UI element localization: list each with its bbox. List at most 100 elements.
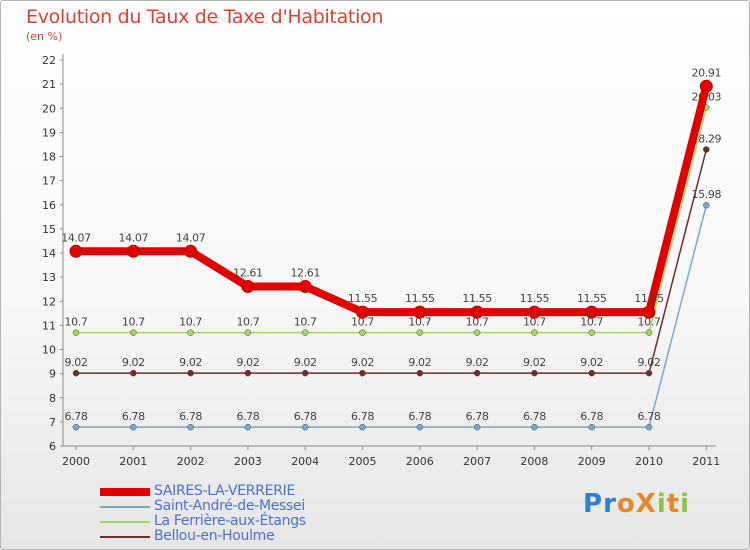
series-0-point	[359, 369, 366, 377]
y-tick-label: 18	[42, 151, 56, 164]
series-2-data-label: 15.98	[692, 188, 722, 201]
series-0-data-label: 9.02	[638, 356, 661, 369]
series-3-point	[126, 244, 140, 258]
series-3-data-label: 12.61	[233, 267, 263, 280]
series-3-point	[527, 305, 541, 319]
series-1-point	[130, 329, 137, 336]
series-3-data-label: 11.55	[634, 292, 664, 305]
series-3-data-label: 14.07	[61, 231, 91, 244]
x-tick-label: 2009	[578, 455, 606, 468]
series-1-point	[473, 329, 481, 336]
x-tick-label: 2003	[234, 455, 262, 468]
y-tick-label: 12	[42, 295, 56, 308]
series-3-data-label: 11.55	[348, 292, 378, 305]
series-2-point	[645, 423, 653, 431]
series-3-point	[184, 244, 198, 258]
legend-label-la-ferriere: La Ferrière-aux-Étangs	[154, 513, 306, 529]
series-1-point	[359, 329, 366, 336]
y-tick-label: 8	[49, 392, 56, 405]
series-0-data-label: 9.02	[179, 356, 202, 369]
series-2-line	[75, 204, 708, 428]
series-1-data-label: 10.7	[294, 316, 317, 329]
y-tick-label: 14	[42, 247, 56, 260]
series-2-data-label: 6.78	[351, 410, 374, 423]
series-0-data-label: 9.02	[466, 356, 489, 369]
series-3-point	[298, 280, 312, 294]
series-2-data-label: 6.78	[179, 410, 202, 423]
series-3-point	[413, 305, 427, 319]
y-tick-label: 10	[42, 344, 56, 357]
y-tick-label: 17	[42, 175, 56, 188]
series-0-data-label: 9.02	[523, 356, 546, 369]
y-tick-label: 19	[42, 126, 56, 139]
y-tick-label: 9	[49, 368, 56, 381]
series-3-line	[72, 82, 711, 317]
series-1-point	[531, 329, 538, 336]
y-tick-label: 20	[42, 102, 56, 115]
series-2-point	[72, 423, 80, 431]
series-3-point	[356, 305, 369, 319]
y-tick-label: 6	[49, 440, 56, 453]
series-3-data-label: 20.91	[692, 66, 722, 79]
series-1-point	[301, 329, 309, 336]
y-axis-unit-label: (en %)	[26, 30, 63, 43]
series-3-data-label: 12.61	[290, 267, 320, 280]
series-1-point	[588, 329, 595, 336]
series-2-data-label: 6.78	[408, 410, 431, 423]
legend-swatch-bellou	[100, 536, 150, 538]
series-1-data-label: 10.7	[122, 316, 145, 329]
series-2-data-label: 6.78	[294, 410, 317, 423]
series-3-data-label: 11.55	[405, 292, 435, 305]
series-2-data-label: 6.78	[122, 410, 145, 423]
series-0-point	[645, 369, 653, 377]
series-3-point	[470, 305, 484, 319]
series-3-data-label: 14.07	[119, 231, 149, 244]
series-1-data-label: 10.7	[466, 316, 489, 329]
series-3-data-label: 11.55	[577, 292, 607, 305]
series-0-data-label: 9.02	[294, 356, 317, 369]
y-tick-label: 21	[42, 78, 56, 91]
series-0-point	[531, 369, 538, 377]
series-3-point	[642, 305, 656, 319]
series-0-point	[473, 369, 481, 377]
y-tick-label: 13	[42, 271, 56, 284]
series-0-data-label: 9.02	[122, 356, 145, 369]
legend-swatch-saires	[100, 488, 150, 496]
legend-swatch-saint-andre	[100, 506, 150, 508]
series-1-point	[72, 329, 80, 336]
series-0-data-label: 9.02	[351, 356, 374, 369]
chart-title: Evolution du Taux de Taxe d'Habitation	[26, 6, 384, 28]
series-1-point	[645, 329, 653, 336]
series-0-data-label: 9.02	[236, 356, 259, 369]
series-2-point	[703, 201, 710, 209]
series-2-point	[588, 423, 595, 431]
y-tick-label: 22	[42, 54, 56, 67]
x-tick-label: 2011	[692, 455, 720, 468]
series-2-data-label: 6.78	[638, 410, 661, 423]
series-2-data-label: 6.78	[236, 410, 259, 423]
series-0-point	[301, 369, 309, 377]
series-2-point	[301, 423, 309, 431]
series-2-data-label: 6.78	[65, 410, 88, 423]
series-0-line	[75, 148, 708, 374]
series-3-data-label: 11.55	[520, 292, 550, 305]
series-2-point	[187, 423, 194, 431]
series-1-point	[187, 329, 194, 336]
x-tick-label: 2008	[520, 455, 548, 468]
series-1-line	[75, 106, 708, 334]
x-tick-label: 2006	[406, 455, 434, 468]
series-1-data-label: 10.7	[408, 316, 431, 329]
series-0-point	[130, 369, 137, 377]
series-0-data-label: 9.02	[408, 356, 431, 369]
series-1-data-label: 10.7	[638, 316, 661, 329]
series-3-point	[241, 280, 255, 294]
x-tick-label: 2010	[635, 455, 663, 468]
series-2-point	[416, 423, 424, 431]
y-tick-label: 15	[42, 223, 56, 236]
series-0-data-label: 9.02	[580, 356, 603, 369]
x-tick-label: 2001	[119, 455, 147, 468]
y-tick-label: 11	[42, 319, 56, 332]
x-tick-label: 2002	[177, 455, 205, 468]
series-1-data-label: 10.7	[236, 316, 259, 329]
